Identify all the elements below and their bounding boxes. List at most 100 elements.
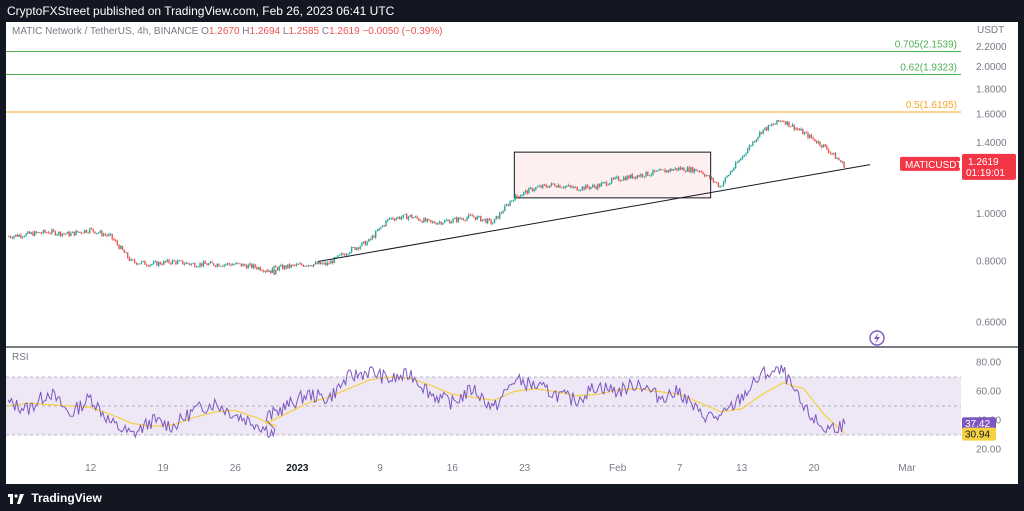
candle-body bbox=[175, 261, 177, 264]
candle-body bbox=[793, 124, 795, 130]
rsi-tick-label: 60.00 bbox=[976, 387, 1001, 398]
candle-body bbox=[139, 263, 141, 265]
candle-body bbox=[710, 177, 713, 179]
candle-body bbox=[776, 120, 778, 124]
candle-body bbox=[328, 262, 330, 264]
chart-frame[interactable]: 0.705(2.1539) 0.62(1.9323) 0.5(1.6195) 2.20… bbox=[6, 22, 1018, 484]
candle-body bbox=[331, 260, 334, 263]
chart-canvas[interactable]: 0.705(2.1539) 0.62(1.9323) 0.5(1.6195) 2.20… bbox=[6, 22, 1018, 484]
candle-body bbox=[664, 169, 666, 173]
candle-body bbox=[624, 177, 627, 181]
fib-label: 0.5(1.6195) bbox=[906, 100, 957, 111]
candle-body bbox=[314, 262, 317, 265]
candle-body bbox=[581, 186, 584, 190]
high-value: 1.2694 bbox=[249, 26, 281, 37]
rsi-value-bg bbox=[962, 417, 996, 431]
candle-body bbox=[576, 186, 578, 191]
candle-body bbox=[337, 255, 339, 258]
candle-body bbox=[237, 262, 239, 264]
candle-body bbox=[593, 185, 596, 187]
candle-body bbox=[450, 221, 453, 224]
candle-body bbox=[452, 219, 454, 222]
symbol-legend: MATIC Network / TetherUS, 4h, BINANCE O1… bbox=[12, 26, 443, 37]
candle-body bbox=[347, 253, 349, 255]
candle-body bbox=[311, 265, 313, 267]
candle-body bbox=[662, 169, 665, 171]
candle-body bbox=[70, 232, 72, 237]
last-price-label: 1.2619 bbox=[968, 157, 999, 168]
candle-body bbox=[128, 257, 131, 261]
candle-body bbox=[388, 218, 391, 220]
candle-body bbox=[170, 262, 172, 264]
candle-body bbox=[481, 219, 484, 222]
candle-body bbox=[216, 263, 218, 267]
tradingview-footer: TradingView bbox=[0, 486, 1024, 511]
candle-body bbox=[264, 270, 267, 272]
candle-body bbox=[387, 219, 389, 222]
candle-body bbox=[659, 169, 661, 171]
candle-body bbox=[650, 174, 652, 176]
candle-body bbox=[80, 231, 82, 233]
candle-body bbox=[108, 234, 110, 236]
candle-body bbox=[529, 187, 532, 189]
candle-body bbox=[350, 247, 353, 253]
candle-body bbox=[197, 266, 200, 268]
candle-body bbox=[705, 175, 708, 177]
symbol-title: MATIC Network / TetherUS, 4h, BINANCE bbox=[12, 26, 199, 37]
candle-body bbox=[283, 265, 286, 270]
candle-body bbox=[142, 260, 144, 262]
candle-body bbox=[729, 171, 732, 175]
candle-body bbox=[28, 231, 31, 234]
candle-body bbox=[120, 246, 122, 249]
candle-body bbox=[412, 217, 415, 219]
candle-body bbox=[666, 170, 668, 173]
candle-body bbox=[33, 231, 36, 236]
candle-body bbox=[68, 231, 70, 237]
candle-body bbox=[299, 263, 301, 265]
candle-body bbox=[457, 217, 460, 222]
candle-body bbox=[810, 134, 813, 138]
candle-body bbox=[521, 194, 523, 196]
time-tick-label: 13 bbox=[736, 463, 748, 474]
candle-body bbox=[717, 183, 720, 187]
rsi-value-badge: 37.42 bbox=[962, 417, 996, 431]
candle-body bbox=[445, 220, 448, 222]
candle-body bbox=[566, 186, 568, 188]
candle-body bbox=[657, 170, 659, 172]
candle-body bbox=[540, 185, 542, 188]
candle-body bbox=[273, 266, 275, 269]
candle-body bbox=[40, 233, 43, 234]
candle-body bbox=[393, 219, 396, 221]
candle-body bbox=[619, 180, 621, 182]
candle-body bbox=[44, 230, 46, 233]
candle-body bbox=[58, 231, 60, 235]
candle-body bbox=[8, 236, 10, 238]
candle-body bbox=[219, 266, 222, 267]
candle-body bbox=[228, 263, 231, 265]
candle-body bbox=[23, 236, 26, 238]
candle-body bbox=[812, 137, 814, 139]
candle-body bbox=[285, 265, 287, 269]
candle-body bbox=[156, 261, 158, 266]
candle-body bbox=[641, 174, 644, 177]
candle-body bbox=[256, 267, 258, 270]
candle-body bbox=[94, 231, 96, 234]
candle-body bbox=[629, 174, 632, 179]
candle-body bbox=[306, 265, 308, 267]
candle-body bbox=[85, 230, 88, 233]
candle-body bbox=[545, 185, 547, 187]
candle-body bbox=[512, 200, 515, 202]
candle-body bbox=[405, 214, 408, 220]
candle-body bbox=[275, 266, 277, 268]
candle-body bbox=[498, 212, 501, 219]
candle-body bbox=[173, 260, 175, 262]
candle-body bbox=[290, 264, 293, 268]
time-tick-label: 12 bbox=[85, 463, 97, 474]
candle-body bbox=[409, 214, 411, 217]
candle-body bbox=[183, 263, 186, 265]
candle-body bbox=[767, 125, 770, 131]
lightning-icon[interactable] bbox=[869, 330, 885, 346]
candle-body bbox=[493, 218, 496, 224]
candle-body bbox=[734, 162, 737, 169]
trendline bbox=[317, 164, 871, 262]
